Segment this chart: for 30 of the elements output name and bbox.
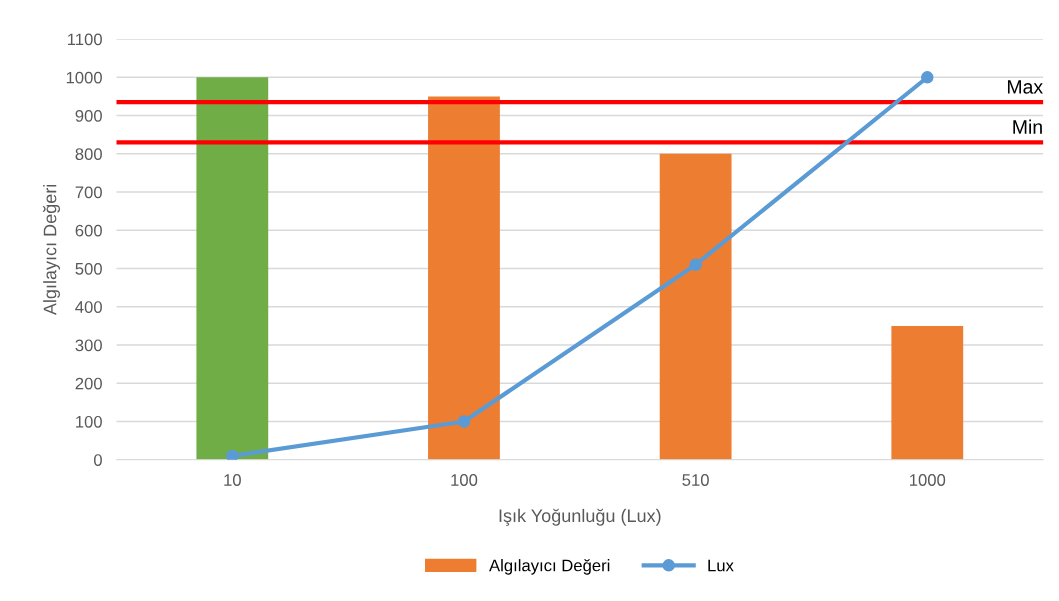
y-tick-label: 400 (75, 301, 102, 313)
y-tick-label: 600 (75, 224, 102, 237)
point (689, 258, 702, 271)
y-tick-label: 500 (75, 262, 102, 275)
bar (428, 96, 500, 460)
point (457, 415, 471, 428)
x-tick-label: 100 (451, 474, 478, 486)
y-axis-title: Algılayıcı Değeri (42, 184, 60, 316)
x-tick-label: 10 (224, 474, 241, 486)
bar (659, 153, 732, 460)
y-tick-label: 0 (93, 454, 102, 466)
bar (196, 77, 269, 460)
y-tick-label: 100 (76, 415, 102, 428)
point (226, 449, 239, 460)
legend-label: Lux (708, 559, 734, 572)
bar (891, 325, 964, 460)
x-tick-label: 510 (682, 474, 709, 486)
y-tick-label: 1000 (66, 71, 102, 84)
legend-label: Algılayıcı Değeri (489, 558, 610, 575)
ref-line-label: Max (1007, 80, 1043, 94)
y-tick-label: 200 (75, 377, 102, 390)
point (921, 71, 934, 84)
y-tick-label: 300 (75, 339, 102, 352)
y-tick-label: 800 (75, 148, 102, 160)
y-tick-label: 1100 (68, 33, 102, 46)
ref-line-label: Min (1013, 119, 1042, 134)
x-tick-label: 1000 (910, 474, 946, 486)
x-axis-title: Işık Yoğunluğu (Lux) (499, 508, 661, 526)
y-tick-label: 900 (75, 109, 102, 122)
y-tick-label: 700 (75, 186, 102, 199)
